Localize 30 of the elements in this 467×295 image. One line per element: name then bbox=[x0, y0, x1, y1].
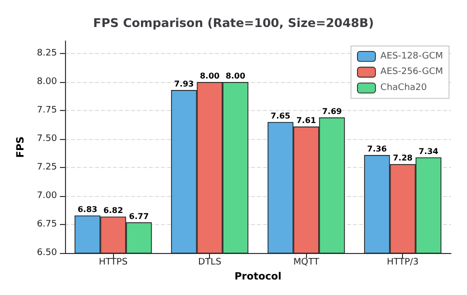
y-tick-label: 8.00 bbox=[36, 77, 58, 88]
data-label: 7.93 bbox=[174, 80, 194, 89]
y-tick-label: 7.50 bbox=[36, 134, 58, 144]
x-tick-label: MQTT bbox=[293, 258, 320, 268]
y-axis-title: FPS bbox=[16, 136, 26, 158]
x-tick-label: DTLS bbox=[198, 258, 222, 268]
data-label: 8.00 bbox=[200, 72, 220, 81]
x-axis-title: Protocol bbox=[234, 272, 282, 282]
data-label: 7.36 bbox=[367, 144, 388, 154]
data-label: 7.65 bbox=[270, 111, 291, 120]
legend-label: AES-256-GCM bbox=[380, 67, 444, 78]
data-label: 7.61 bbox=[296, 116, 317, 126]
y-tick-label: 7.75 bbox=[36, 106, 57, 116]
data-label: 8.00 bbox=[226, 72, 246, 81]
data-label: 6.77 bbox=[129, 212, 149, 221]
data-label: 7.28 bbox=[392, 154, 414, 163]
y-tick-label: 6.75 bbox=[36, 220, 57, 230]
legend-label: ChaCha20 bbox=[380, 83, 428, 93]
y-tick-label: 7.25 bbox=[36, 162, 57, 173]
data-label: 6.83 bbox=[78, 204, 98, 214]
y-tick-label: 7.00 bbox=[36, 191, 58, 202]
y-tick-label: 8.25 bbox=[36, 48, 57, 59]
chart-title: FPS Comparison (Rate=100, Size=2048B) bbox=[93, 16, 374, 30]
x-tick-label: HTTP/3 bbox=[386, 258, 419, 268]
legend-label: AES-128-GCM bbox=[380, 51, 444, 62]
y-tick-label: 6.50 bbox=[36, 248, 58, 258]
x-tick-label: HTTPS bbox=[98, 258, 128, 268]
data-label: 7.34 bbox=[418, 146, 439, 156]
data-label: 7.69 bbox=[322, 106, 342, 116]
data-label: 6.82 bbox=[103, 206, 124, 216]
